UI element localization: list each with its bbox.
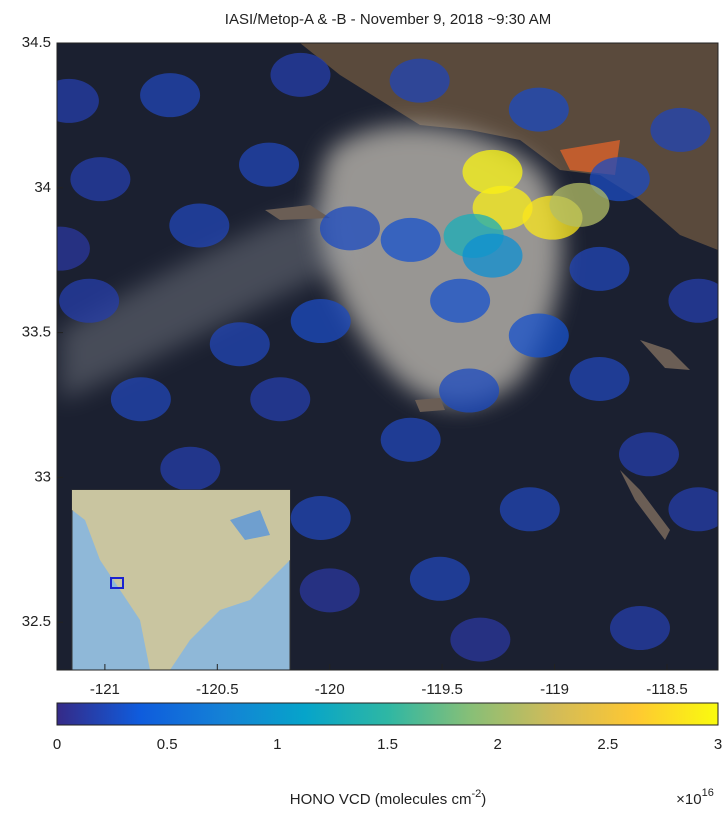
colorbar-tick-label: 2.5 — [597, 736, 618, 753]
hono-footprint — [160, 447, 220, 491]
hono-footprint — [509, 314, 569, 358]
hono-footprint — [381, 418, 441, 462]
hono-footprint — [30, 227, 90, 271]
page: IASI/Metop-A & -B - November 9, 2018 ~9:… — [0, 0, 724, 816]
hono-footprint — [59, 279, 119, 323]
island — [415, 398, 445, 412]
hono-footprint — [509, 88, 569, 132]
colorbar-label-exponent: -2 — [471, 788, 481, 800]
colorbar-tick-label: 3 — [714, 736, 722, 753]
x-tick-label: -120.5 — [196, 681, 239, 698]
hono-footprint — [500, 487, 560, 531]
x-tick-label: -120 — [315, 681, 345, 698]
y-tick-label: 34 — [34, 179, 51, 196]
hono-footprint — [169, 203, 229, 247]
chart-title: IASI/Metop-A & -B - November 9, 2018 ~9:… — [225, 11, 551, 28]
hono-footprint — [610, 606, 670, 650]
hono-footprint — [439, 369, 499, 413]
y-tick-label: 33 — [34, 468, 51, 485]
hono-footprint — [430, 279, 490, 323]
hono-footprint — [650, 108, 710, 152]
hono-footprint — [270, 53, 330, 97]
hono-footprint — [410, 557, 470, 601]
hono-footprint — [250, 377, 310, 421]
hono-footprint — [291, 496, 351, 540]
colorbar-tick-label: 0.5 — [157, 736, 178, 753]
colorbar — [57, 703, 718, 725]
hono-footprint — [70, 157, 130, 201]
hono-footprint — [550, 183, 610, 227]
hono-footprint — [390, 59, 450, 103]
hono-footprint — [450, 618, 510, 662]
colorbar-label-end: ) — [481, 791, 486, 808]
hono-footprint — [39, 79, 99, 123]
hono-footprint — [111, 377, 171, 421]
hono-footprint — [140, 73, 200, 117]
hono-footprint — [300, 568, 360, 612]
y-tick-label: 32.5 — [22, 613, 51, 630]
inset-map — [72, 490, 290, 670]
x-tick-label: -119 — [540, 681, 569, 698]
colorbar-tick-label: 0 — [53, 736, 61, 753]
x-tick-label: -121 — [90, 681, 120, 698]
x-tick-label: -118.5 — [646, 681, 687, 698]
multiplier-exponent: 16 — [702, 787, 714, 799]
colorbar-multiplier: ×1016 — [676, 787, 714, 808]
hono-footprint — [619, 432, 679, 476]
chart: IASI/Metop-A & -B - November 9, 2018 ~9:… — [0, 0, 724, 811]
colorbar-tick-label: 1.5 — [377, 736, 398, 753]
hono-footprint — [320, 206, 380, 250]
map — [30, 43, 724, 670]
hono-footprint — [381, 218, 441, 262]
hono-footprint — [570, 247, 630, 291]
hono-footprint — [210, 322, 270, 366]
colorbar-label: HONO VCD (molecules cm-2) — [290, 788, 486, 808]
colorbar-tick-label: 1 — [273, 736, 281, 753]
y-tick-label: 33.5 — [22, 324, 51, 341]
hono-footprint — [462, 234, 522, 278]
colorbar-tick-label: 2 — [493, 736, 501, 753]
hono-footprint — [239, 143, 299, 187]
hono-footprint — [291, 299, 351, 343]
y-tick-label: 34.5 — [22, 34, 51, 51]
hono-footprint — [570, 357, 630, 401]
colorbar-label-text: HONO VCD (molecules cm — [290, 791, 472, 808]
multiplier-base: ×10 — [676, 791, 701, 808]
x-tick-label: -119.5 — [421, 681, 462, 698]
